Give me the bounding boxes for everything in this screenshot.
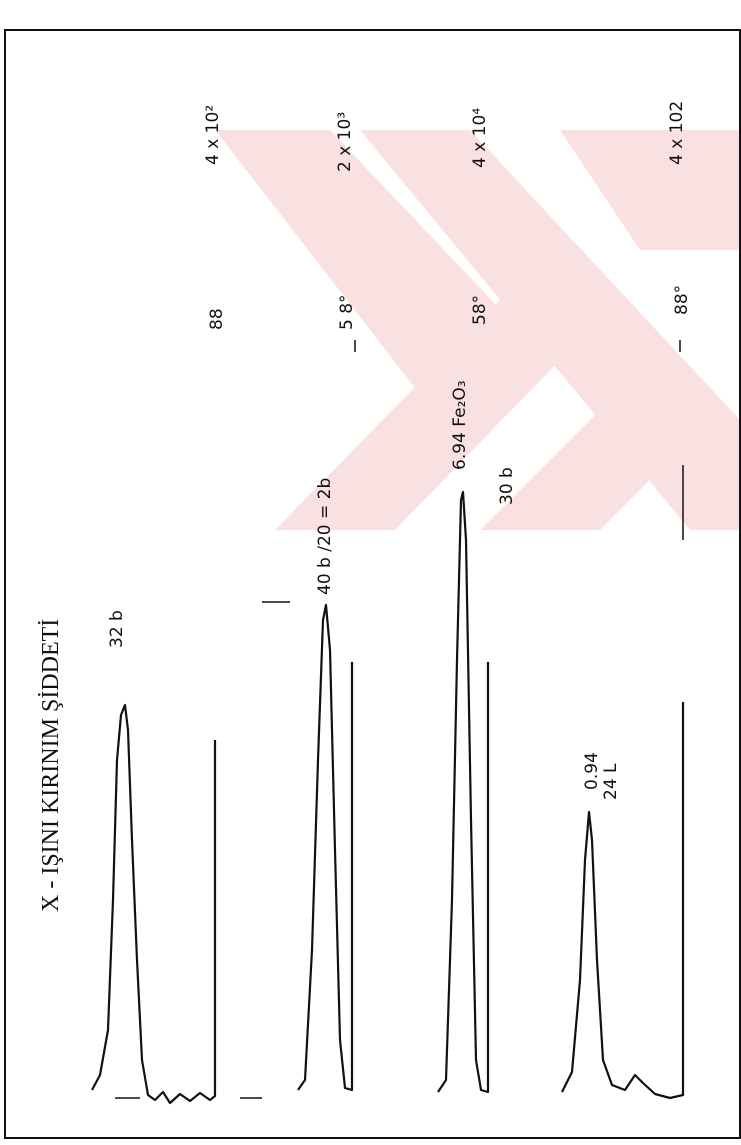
extra-label: 30 b xyxy=(497,467,517,505)
diffraction-traces xyxy=(92,492,683,1103)
figure: X - IŞINI KIRINIM ŞİDDETİ 32 b 88 4 x 10… xyxy=(0,0,741,1145)
angle-label: 88 xyxy=(207,308,227,330)
peak-label: 32 b xyxy=(107,610,127,648)
scale-label: 2 x 10³ xyxy=(335,112,355,172)
peak-label: 40 b /20 = 2b xyxy=(315,478,335,595)
angle-label: 88° xyxy=(672,285,692,315)
angle-label: 58° xyxy=(470,295,490,325)
scale-label: 4 x 10² xyxy=(203,105,223,165)
scale-label: 4 x 102 xyxy=(667,101,687,165)
peak-label: 0.94 xyxy=(582,752,602,790)
title: X - IŞINI KIRINIM ŞİDDETİ xyxy=(38,619,64,912)
peak-label: 6.94 Fe₂O₃ xyxy=(450,380,470,470)
angle-label: 5 8° xyxy=(337,294,357,330)
scale-label: 4 x 10⁴ xyxy=(470,108,490,168)
extra-label: 24 L xyxy=(601,763,621,800)
watermark xyxy=(215,130,741,530)
